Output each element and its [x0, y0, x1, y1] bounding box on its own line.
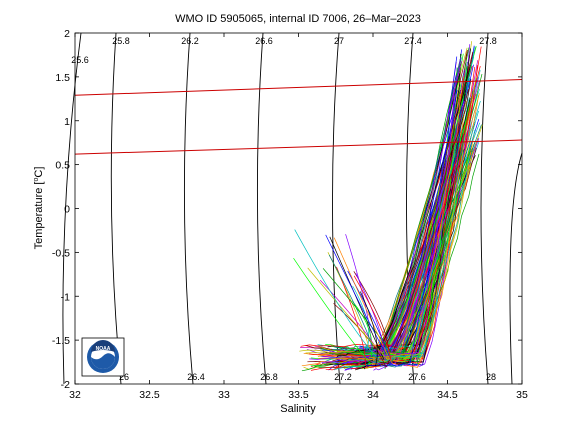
density-contour [480, 32, 489, 385]
density-label-top: 27.4 [404, 36, 422, 46]
ts-profile-line [355, 273, 386, 361]
logo-text: NOAA [96, 346, 111, 352]
y-axis-label-degree: o [33, 178, 40, 182]
ts-profile-line [359, 291, 378, 367]
density-labels: 25.6 25.8 26 26.2 26.4 26.6 26.8 27 27.2 27.4 27.6… [71, 36, 497, 382]
x-tick-label: 33.5 [288, 389, 309, 401]
ts-profile-line [293, 258, 372, 365]
ts-profile-line [300, 66, 481, 347]
logo-bird-shape [91, 340, 115, 352]
y-tick-label: -1 [61, 291, 70, 303]
x-axis-label: Salinity [280, 403, 316, 415]
ts-profile-line [378, 60, 463, 354]
y-tick-label: 1 [64, 116, 70, 128]
density-label-top: 25.8 [112, 36, 130, 46]
ts-profile-line [329, 53, 461, 366]
logo-wave-shape [91, 353, 115, 369]
density-label-top: 26.6 [255, 36, 273, 46]
density-contour [509, 152, 523, 385]
ts-profile-line [343, 46, 477, 369]
x-tick-label: 33 [218, 389, 230, 401]
density-label-bottom: 26 [119, 372, 129, 382]
noaa-logo: NOAA [81, 337, 125, 377]
reference-lines [74, 79, 523, 155]
density-label-bottom: 27.2 [334, 372, 352, 382]
ts-profile-line [322, 268, 391, 352]
density-contour [183, 32, 194, 385]
density-contour [256, 32, 267, 385]
y-axis-label-unit: C] [33, 167, 45, 178]
y-tick-label: -0.5 [52, 247, 70, 259]
reference-line [74, 139, 523, 155]
density-label-bottom: 26.4 [187, 372, 205, 382]
ts-profile-line [307, 267, 389, 361]
density-contour [62, 32, 82, 385]
svg-text:Temperature [oC]: Temperature [oC] [33, 167, 45, 250]
x-tick-label: 35 [516, 389, 528, 401]
density-label-bottom: 28 [486, 372, 496, 382]
density-label-top: 25.6 [71, 55, 89, 65]
ts-profiles [293, 41, 483, 372]
ts-profile-line [328, 150, 471, 355]
y-tick-label: 2 [64, 28, 70, 40]
x-tick-label: 34 [367, 389, 379, 401]
y-tick-label: 0.5 [55, 160, 70, 172]
density-label-top: 27.8 [479, 36, 497, 46]
x-tick-label: 32.5 [139, 389, 160, 401]
ts-profile-line [336, 266, 367, 367]
ts-profile-line [365, 75, 457, 367]
ts-profile-line [333, 237, 393, 364]
ts-profile-line [328, 254, 374, 351]
chart-title: WMO ID 5905065, internal ID 7006, 26–Mar… [175, 13, 421, 25]
y-axis: 2 1.5 1 0.5 0 -0.5 -1 -1.5 -2 [52, 28, 522, 391]
density-label-bottom: 26.8 [260, 372, 278, 382]
x-axis: 32 32.5 33 33.5 34 34.5 35 [69, 33, 528, 401]
density-label-top: 27 [334, 36, 344, 46]
y-tick-label: 0 [64, 204, 70, 216]
density-contour [406, 32, 415, 385]
ts-profile-line [318, 76, 465, 360]
ts-profile-line [337, 138, 470, 365]
y-axis-label: Temperature [oC] [33, 167, 45, 250]
ts-profile-line [294, 229, 380, 360]
x-tick-label: 34.5 [437, 389, 458, 401]
y-tick-label: -2 [61, 379, 70, 391]
ts-profile-line [325, 234, 386, 353]
ts-profile-line [353, 275, 392, 360]
ts-profile-line [329, 236, 385, 360]
density-label-top: 26.2 [181, 36, 199, 46]
y-tick-label: -1.5 [52, 335, 70, 347]
density-label-bottom: 27.6 [408, 372, 426, 382]
reference-line [74, 79, 523, 96]
y-axis-label-main: Temperature [ [33, 182, 45, 250]
y-tick-label: 1.5 [55, 72, 70, 84]
density-contour [332, 32, 341, 385]
x-tick-label: 32 [69, 389, 81, 401]
ts-profile-line [333, 303, 386, 367]
ts-profile-line [352, 300, 373, 358]
